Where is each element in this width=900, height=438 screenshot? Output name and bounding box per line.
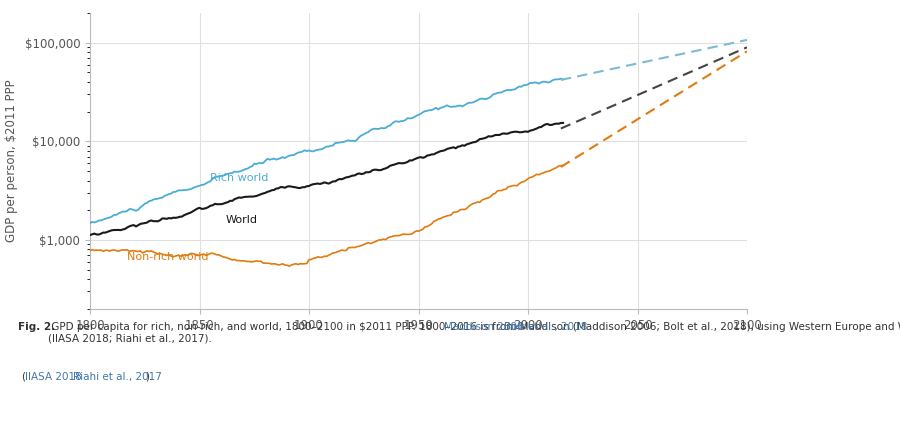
Text: Fig. 2.: Fig. 2. bbox=[18, 322, 55, 332]
Text: (: ( bbox=[21, 372, 24, 382]
Text: GPD per capita for rich, non-rich, and world, 1800–2100 in $2011 PPP. 1800–2016 : GPD per capita for rich, non-rich, and w… bbox=[48, 322, 900, 343]
Text: Non-rich world: Non-rich world bbox=[127, 252, 209, 262]
Text: Bolt et al., 2018: Bolt et al., 2018 bbox=[504, 322, 588, 332]
Text: Fig. 2.  GPD per capita for rich, non-rich, and world, 1800–2100 in $2011 PPP. 1: Fig. 2. GPD per capita for rich, non-ric… bbox=[0, 437, 1, 438]
Text: ).: ). bbox=[145, 372, 152, 382]
Text: Riahi et al., 2017: Riahi et al., 2017 bbox=[73, 372, 162, 382]
Text: Rich world: Rich world bbox=[211, 173, 269, 183]
Text: Maddison 2006: Maddison 2006 bbox=[445, 322, 524, 332]
Text: World: World bbox=[226, 215, 257, 225]
Y-axis label: GDP per person, $2011 PPP: GDP per person, $2011 PPP bbox=[4, 80, 18, 242]
Text: IIASA 2018: IIASA 2018 bbox=[24, 372, 82, 382]
